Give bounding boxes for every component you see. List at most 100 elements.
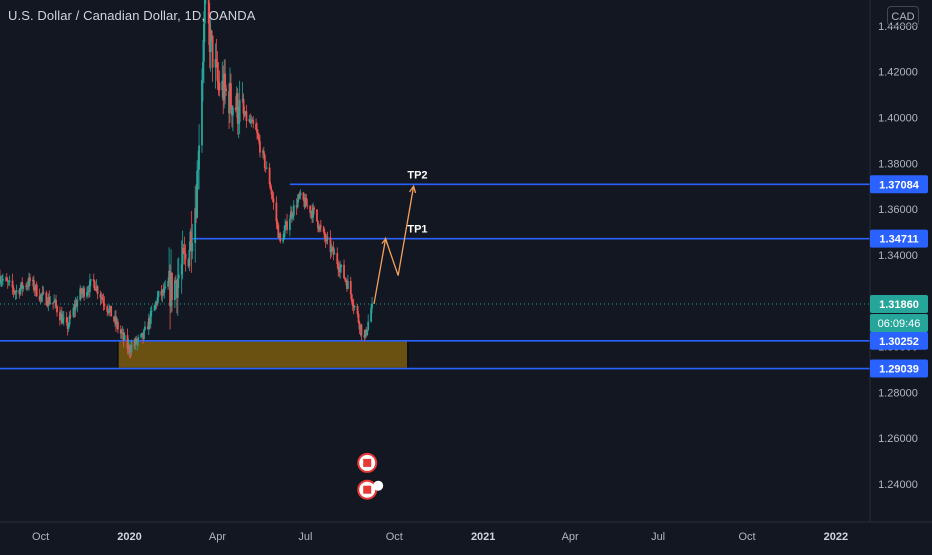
candle-body [94,290,97,291]
candle-body [297,194,300,200]
candle-body [318,225,321,230]
candle-body [231,107,234,116]
candle-body [190,231,193,252]
candle-body [310,211,313,214]
candle-body [59,312,61,321]
level-label-tp2: TP2 [407,169,427,181]
candle-body [187,259,190,267]
candle-body [339,267,342,272]
candle-body [282,239,285,242]
candle-body [276,221,279,225]
candle-body [169,270,171,307]
candle-body [263,155,266,168]
candle-body [370,308,372,322]
candle-body [149,311,152,325]
candle-body [95,286,98,291]
candle-body [35,284,38,297]
candle-body [224,73,227,89]
candle-body [52,302,55,304]
event-markers [357,452,384,500]
candle-body [28,277,30,287]
candle-body [237,121,240,124]
candle-body [344,278,346,280]
candle-body [296,199,299,208]
candle-body [291,215,294,218]
candle-body [76,300,79,307]
candle-body [31,279,34,282]
candle-body [59,313,62,321]
candle-body [325,237,328,242]
candle-body [255,123,257,131]
x-tick-label: 2020 [117,531,141,543]
candle-body [66,322,69,329]
candle-body [160,291,163,296]
support-zone-rect [117,340,409,370]
candle-body [221,80,224,91]
candle-body [129,351,132,353]
candle-body [47,297,50,306]
candle-body [351,301,354,306]
candle-body [243,113,246,116]
candle-body [223,73,226,101]
candle-body [29,277,31,282]
candle-body [264,167,267,169]
candle-body [277,224,280,238]
y-tick-label: 1.26000 [878,433,918,445]
candle-body [337,264,340,270]
x-tick-label: Oct [386,531,403,543]
candle-body [265,167,268,169]
candle-body [174,280,176,301]
candle-body [122,332,125,340]
candle-body [49,302,52,304]
candle-body [292,205,295,216]
chart-title: U.S. Dollar / Canadian Dollar, 1D, OANDA [8,8,256,23]
candle-body [46,305,49,307]
candle-body [285,221,287,226]
candle-body [127,345,130,349]
candle-body [241,98,244,101]
candle-body [272,198,275,203]
candle-body [333,253,336,255]
candle-body [121,332,124,334]
candle-body [99,294,102,298]
candle-body [67,324,70,329]
candle-body [27,285,29,287]
candle-body [128,345,131,352]
candle-body [6,280,9,282]
candle-body [38,296,41,301]
x-tick-label: Jul [298,531,312,543]
candle-body [126,335,129,349]
price-label-box [870,331,928,350]
candle-body [115,316,117,325]
candle-body [130,344,133,353]
candle-body [216,62,219,81]
candle-body [208,23,211,52]
currency-button[interactable]: CAD [887,6,919,26]
candle-body [41,292,44,296]
candle-body [56,306,58,313]
candle-body [174,280,177,282]
candle-body [203,23,205,62]
candle-body [62,317,65,319]
candle-body [120,333,123,335]
candle-body [304,197,307,207]
candle-body [12,287,15,292]
candle-body [183,252,186,254]
x-tick-label: Oct [738,531,755,543]
candle-body [18,290,21,295]
candle-body [283,230,286,240]
candle-body [252,119,255,124]
candle-body [349,281,352,295]
flag-icon-center [363,485,372,494]
candle-body [60,313,63,324]
candle-body [189,231,192,250]
candle-body [203,0,206,24]
candle-body [269,184,272,190]
candle-body [54,299,56,302]
candle-body [257,133,259,138]
candle-body [329,237,332,252]
candle-body [318,228,320,230]
x-tick-label: 2021 [471,531,495,543]
